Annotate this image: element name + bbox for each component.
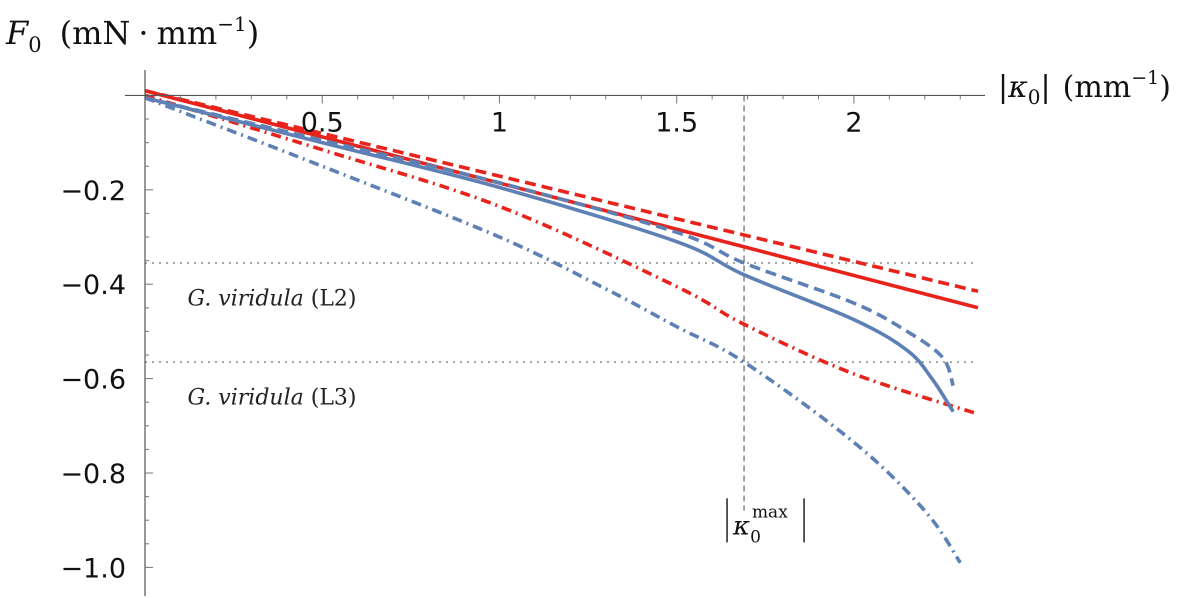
x-axis-close-paren: ) <box>1159 70 1171 105</box>
x-axis-symbol: κ <box>1007 70 1028 105</box>
series-line-blue-dashed <box>144 96 955 387</box>
y-tick-label-text: −1.0 <box>60 553 126 584</box>
x-tick-label: 0.5 <box>301 107 344 138</box>
series-line-red-dashed <box>144 88 979 294</box>
y-axis-unit-base: mm <box>157 14 218 52</box>
y-axis-subscript: 0 <box>28 33 41 57</box>
y-tick-label: −0.2 <box>60 176 126 207</box>
kappa-superscript: max <box>752 502 788 522</box>
larval-stage: (L3) <box>311 386 357 411</box>
x-axis-unit-base: (mm <box>1063 70 1132 105</box>
y-tick-label-text: −0.6 <box>60 365 126 396</box>
x-tick-label-text: 0.5 <box>301 107 344 138</box>
kappa-symbol: κ <box>732 511 750 541</box>
reference-line-label: G. viridula (L2) <box>188 286 357 311</box>
y-axis-close-paren: ) <box>247 14 259 52</box>
y-axis-unit-dot: · <box>138 14 148 52</box>
species-name: G. viridula <box>188 386 304 411</box>
species-name: G. viridula <box>188 286 304 311</box>
larval-stage: (L2) <box>311 286 357 311</box>
reference-line-label: G. viridula (L3) <box>188 386 357 411</box>
y-tick-label-text: −0.2 <box>60 176 126 207</box>
reference-layer: G. viridula (L2) G. viridula (L3) κ0 max <box>145 95 978 547</box>
y-tick-label: −0.4 <box>60 270 126 301</box>
x-axis-abs-close: | <box>1041 70 1051 105</box>
y-tick-label-text: −0.4 <box>60 270 126 301</box>
x-axis-abs-open: | <box>998 70 1008 105</box>
x-tick-label: 1 <box>491 107 508 138</box>
x-tick-label: 1.5 <box>655 107 698 138</box>
y-tick-label: −0.8 <box>60 459 126 490</box>
series-layer <box>144 88 979 564</box>
y-axis-unit-a: (mN <box>60 14 131 52</box>
y-axis-symbol: F <box>5 14 30 52</box>
series-line-blue-dashdot <box>144 96 962 564</box>
y-tick-label: −0.6 <box>60 365 126 396</box>
x-tick-label-text: 1.5 <box>655 107 698 138</box>
series-line-blue-solid <box>144 96 955 413</box>
x-tick-label: 2 <box>845 107 862 138</box>
kappa-subscript: 0 <box>750 527 761 547</box>
x-tick-label-text: 1 <box>491 107 508 138</box>
y-tick-label-text: −0.8 <box>60 459 126 490</box>
y-tick-label: −1.0 <box>60 553 126 584</box>
axis-layer: 0.5 1 1.5 2 −0.2 −0.4 −0.6 −0.8 −1.0 <box>60 70 985 596</box>
x-axis-subscript: 0 <box>1028 85 1041 109</box>
x-tick-label-text: 2 <box>845 107 862 138</box>
y-axis-title: F0 (mN · mm−1) <box>5 12 259 57</box>
y-axis-unit-exponent: −1 <box>217 12 246 36</box>
kappa-max-label: κ0 max <box>732 502 788 547</box>
series-line-red-dashdot <box>144 93 979 416</box>
x-axis-unit-exponent: −1 <box>1131 67 1159 89</box>
label-layer: F0 (mN · mm−1)|κ0| (mm−1) <box>5 12 1171 109</box>
x-axis-title: |κ0| (mm−1) <box>998 67 1171 109</box>
